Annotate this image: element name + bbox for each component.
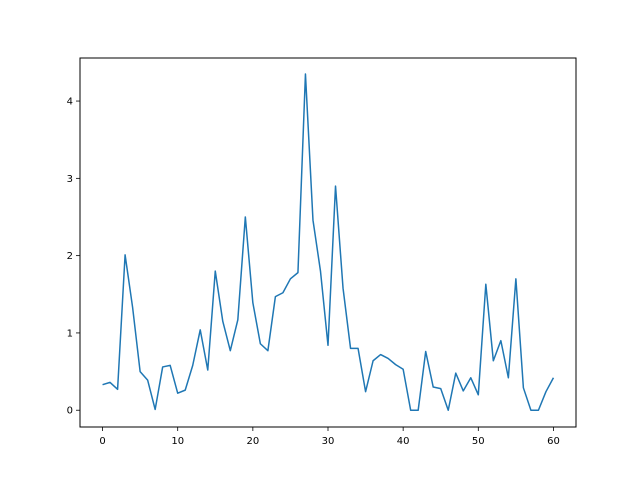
x-tick-label: 30 — [322, 436, 335, 447]
x-tick-label: 50 — [472, 436, 485, 447]
x-tick-label: 0 — [99, 436, 105, 447]
y-tick-label: 0 — [67, 406, 73, 417]
y-tick-label: 1 — [67, 328, 73, 339]
x-tick-label: 10 — [171, 436, 184, 447]
x-tick-label: 60 — [547, 436, 560, 447]
x-tick-label: 20 — [246, 436, 259, 447]
y-tick-label: 2 — [67, 251, 73, 262]
series-layer — [102, 73, 555, 411]
y-tick-label: 3 — [67, 174, 73, 185]
series-line-0 — [102, 73, 555, 411]
plot-frame — [79, 57, 577, 428]
y-axis: 0 1 2 3 4 — [67, 97, 80, 417]
y-tick-label: 4 — [67, 97, 73, 108]
x-tick-label: 40 — [397, 436, 410, 447]
x-axis: 0 10 20 30 40 50 60 — [99, 427, 560, 447]
